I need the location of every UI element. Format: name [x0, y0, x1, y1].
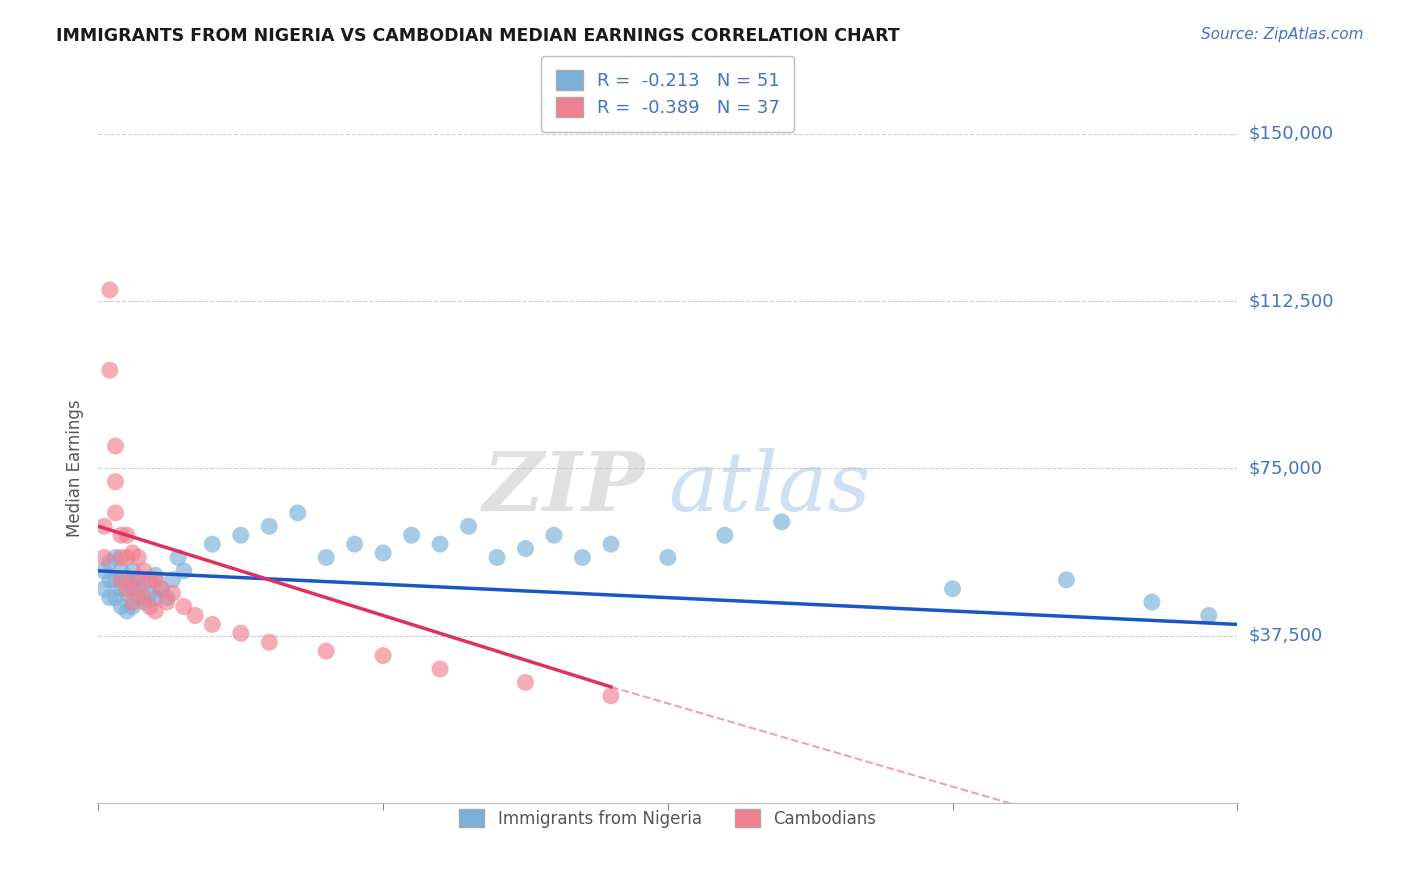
Point — [138, 573, 160, 587]
Point — [543, 528, 565, 542]
Point — [1198, 608, 1220, 623]
Point — [98, 555, 121, 569]
Point — [132, 564, 155, 578]
Point — [229, 528, 252, 542]
Point — [229, 626, 252, 640]
Point — [150, 582, 173, 596]
Point — [121, 595, 143, 609]
Point — [600, 537, 623, 551]
Point — [132, 595, 155, 609]
Point — [315, 550, 337, 565]
Y-axis label: Median Earnings: Median Earnings — [66, 400, 84, 537]
Text: Source: ZipAtlas.com: Source: ZipAtlas.com — [1201, 27, 1364, 42]
Point — [429, 662, 451, 676]
Point — [115, 550, 138, 565]
Point — [145, 568, 167, 582]
Point — [145, 604, 167, 618]
Point — [486, 550, 509, 565]
Point — [132, 591, 155, 605]
Point — [167, 550, 190, 565]
Text: IMMIGRANTS FROM NIGERIA VS CAMBODIAN MEDIAN EARNINGS CORRELATION CHART: IMMIGRANTS FROM NIGERIA VS CAMBODIAN MED… — [56, 27, 900, 45]
Text: $37,500: $37,500 — [1249, 626, 1323, 645]
Point — [162, 573, 184, 587]
Point — [657, 550, 679, 565]
Point — [343, 537, 366, 551]
Text: $112,500: $112,500 — [1249, 292, 1334, 310]
Text: atlas: atlas — [668, 449, 870, 528]
Point — [145, 591, 167, 605]
Point — [600, 689, 623, 703]
Point — [201, 617, 224, 632]
Point — [173, 599, 195, 614]
Point — [127, 573, 149, 587]
Point — [110, 564, 132, 578]
Point — [115, 586, 138, 600]
Point — [942, 582, 965, 596]
Point — [110, 582, 132, 596]
Point — [515, 675, 537, 690]
Point — [121, 599, 143, 614]
Point — [98, 591, 121, 605]
Point — [1140, 595, 1163, 609]
Point — [373, 546, 395, 560]
Point — [1056, 573, 1078, 587]
Point — [457, 519, 479, 533]
Point — [110, 599, 132, 614]
Point — [184, 608, 207, 623]
Point — [115, 604, 138, 618]
Point — [315, 644, 337, 658]
Point — [121, 582, 143, 596]
Point — [571, 550, 593, 565]
Point — [110, 528, 132, 542]
Point — [93, 582, 115, 596]
Point — [98, 573, 121, 587]
Point — [104, 475, 127, 489]
Point — [104, 591, 127, 605]
Legend: Immigrants from Nigeria, Cambodians: Immigrants from Nigeria, Cambodians — [446, 796, 890, 841]
Point — [93, 550, 115, 565]
Point — [121, 573, 143, 587]
Point — [121, 546, 143, 560]
Point — [127, 550, 149, 565]
Point — [104, 550, 127, 565]
Point — [127, 582, 149, 596]
Point — [93, 519, 115, 533]
Text: ZIP: ZIP — [482, 449, 645, 528]
Point — [138, 599, 160, 614]
Point — [104, 573, 127, 587]
Point — [104, 439, 127, 453]
Point — [132, 577, 155, 591]
Point — [173, 564, 195, 578]
Point — [770, 515, 793, 529]
Point — [714, 528, 737, 542]
Point — [156, 591, 179, 605]
Point — [162, 586, 184, 600]
Point — [150, 582, 173, 596]
Point — [287, 506, 309, 520]
Point — [110, 550, 132, 565]
Point — [110, 573, 132, 587]
Point — [201, 537, 224, 551]
Point — [115, 582, 138, 596]
Point — [401, 528, 423, 542]
Point — [429, 537, 451, 551]
Point — [138, 586, 160, 600]
Text: $150,000: $150,000 — [1249, 125, 1333, 143]
Point — [115, 528, 138, 542]
Text: $75,000: $75,000 — [1249, 459, 1323, 477]
Point — [259, 519, 281, 533]
Point — [373, 648, 395, 663]
Point — [259, 635, 281, 649]
Point — [104, 506, 127, 520]
Point — [98, 363, 121, 377]
Point — [156, 595, 179, 609]
Point — [515, 541, 537, 556]
Point — [115, 573, 138, 587]
Point — [121, 564, 143, 578]
Point — [93, 564, 115, 578]
Point — [98, 283, 121, 297]
Point — [145, 573, 167, 587]
Point — [127, 591, 149, 605]
